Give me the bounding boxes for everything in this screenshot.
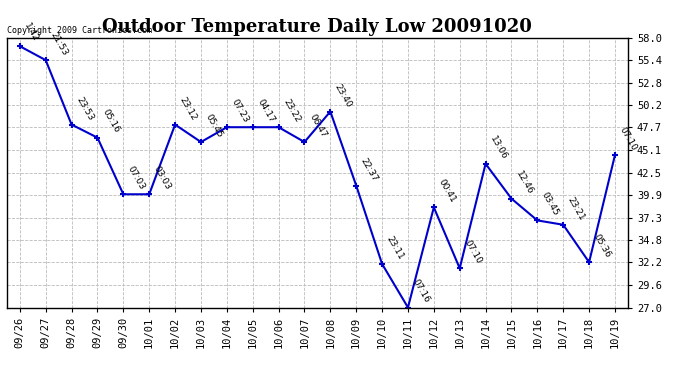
Text: 00:41: 00:41	[437, 178, 457, 204]
Text: 12:46: 12:46	[514, 169, 535, 196]
Text: 07:23: 07:23	[230, 98, 250, 124]
Text: 22:37: 22:37	[359, 156, 380, 183]
Text: 07:16: 07:16	[411, 278, 431, 305]
Text: 1:42: 1:42	[23, 22, 40, 44]
Text: 07:10: 07:10	[462, 238, 483, 266]
Text: 21:53: 21:53	[48, 31, 69, 57]
Title: Outdoor Temperature Daily Low 20091020: Outdoor Temperature Daily Low 20091020	[102, 18, 533, 36]
Text: 23:11: 23:11	[385, 234, 406, 261]
Text: 05:45: 05:45	[204, 112, 224, 139]
Text: 06:47: 06:47	[307, 112, 328, 139]
Text: 23:21: 23:21	[566, 195, 586, 222]
Text: 23:12: 23:12	[178, 95, 199, 122]
Text: 23:53: 23:53	[75, 95, 95, 122]
Text: 04:17: 04:17	[255, 98, 276, 124]
Text: 05:36: 05:36	[592, 232, 613, 260]
Text: Copyright 2009 Cartronics.com: Copyright 2009 Cartronics.com	[7, 26, 152, 35]
Text: 05:16: 05:16	[100, 108, 121, 135]
Text: 03:45: 03:45	[540, 191, 561, 217]
Text: 23:22: 23:22	[282, 98, 302, 124]
Text: 23:40: 23:40	[333, 82, 354, 109]
Text: 03:03: 03:03	[152, 165, 172, 192]
Text: 07:03: 07:03	[126, 165, 147, 192]
Text: 07:10: 07:10	[618, 125, 638, 152]
Text: 13:06: 13:06	[489, 134, 509, 161]
